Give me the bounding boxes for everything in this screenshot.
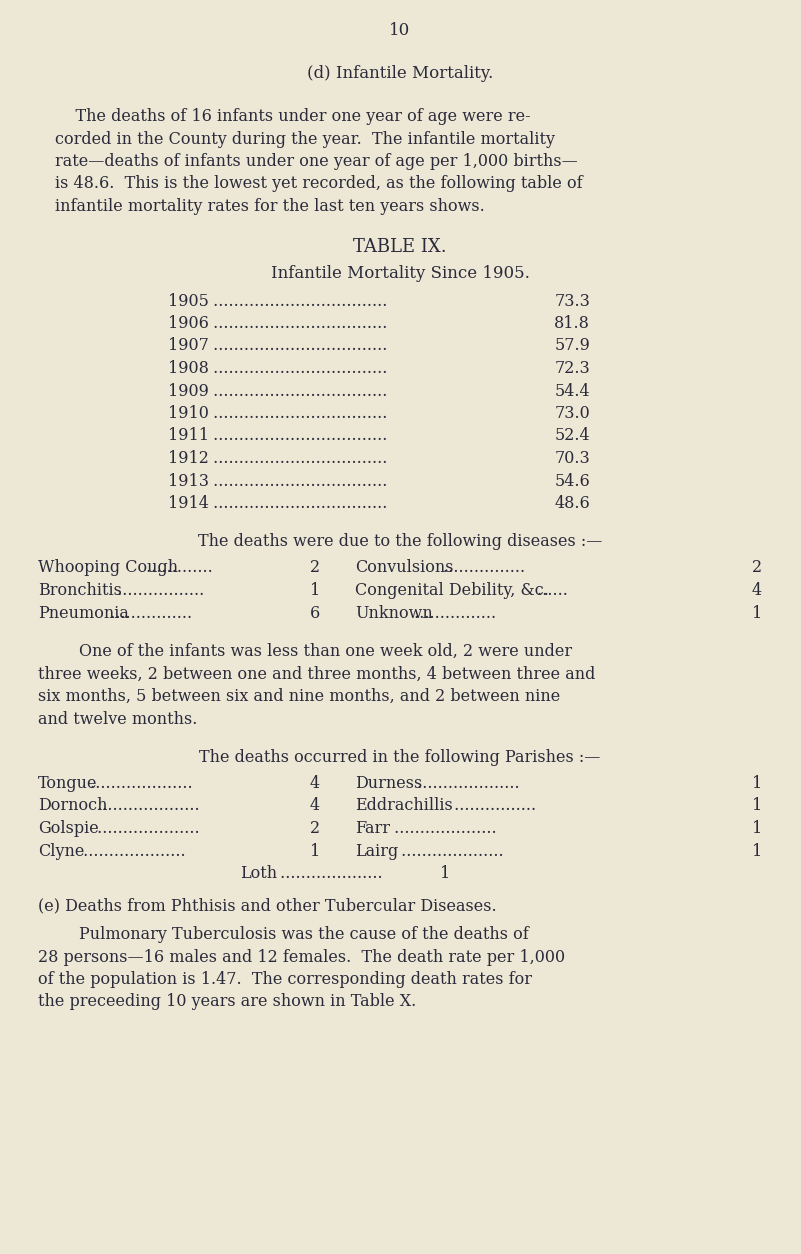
Text: Bronchitis: Bronchitis	[38, 582, 122, 599]
Text: Loth: Loth	[240, 865, 277, 882]
Text: and twelve months.: and twelve months.	[38, 711, 197, 727]
Text: 1913: 1913	[168, 473, 209, 489]
Text: TABLE IX.: TABLE IX.	[353, 238, 447, 257]
Text: of the population is 1.47.  The corresponding death rates for: of the population is 1.47. The correspon…	[38, 971, 532, 988]
Text: ..................................: ..................................	[208, 337, 392, 355]
Text: ..................................: ..................................	[208, 360, 392, 377]
Text: infantile mortality rates for the last ten years shows.: infantile mortality rates for the last t…	[55, 198, 485, 214]
Text: 1: 1	[440, 865, 450, 882]
Text: 1911: 1911	[168, 428, 209, 444]
Text: 1910: 1910	[168, 405, 209, 423]
Text: 1: 1	[752, 604, 762, 622]
Text: ....................: ....................	[85, 775, 192, 793]
Text: 54.6: 54.6	[554, 473, 590, 489]
Text: 1: 1	[310, 843, 320, 859]
Text: 54.4: 54.4	[554, 382, 590, 400]
Text: ................: ................	[105, 604, 192, 622]
Text: The deaths of 16 infants under one year of age were re-: The deaths of 16 infants under one year …	[55, 108, 530, 125]
Text: 28 persons—16 males and 12 females.  The death rate per 1,000: 28 persons—16 males and 12 females. The …	[38, 948, 566, 966]
Text: Farr: Farr	[355, 820, 390, 836]
Text: 10: 10	[389, 23, 411, 39]
Text: 72.3: 72.3	[554, 360, 590, 377]
Text: Convulsions: Convulsions	[355, 559, 453, 577]
Text: 1: 1	[310, 582, 320, 599]
Text: Pneumonia: Pneumonia	[38, 604, 129, 622]
Text: The deaths were due to the following diseases :—: The deaths were due to the following dis…	[198, 533, 602, 551]
Text: Eddrachillis: Eddrachillis	[355, 798, 453, 815]
Text: 1: 1	[752, 843, 762, 859]
Text: ..................................: ..................................	[208, 428, 392, 444]
Text: corded in the County during the year.  The infantile mortality: corded in the County during the year. Th…	[55, 130, 555, 148]
Text: Durness: Durness	[355, 775, 422, 793]
Text: Congenital Debility, &c.: Congenital Debility, &c.	[355, 582, 549, 599]
Text: Infantile Mortality Since 1905.: Infantile Mortality Since 1905.	[271, 265, 529, 281]
Text: 1906: 1906	[168, 315, 209, 332]
Text: 48.6: 48.6	[554, 495, 590, 512]
Text: 1908: 1908	[168, 360, 209, 377]
Text: ................: ................	[449, 798, 536, 815]
Text: 81.8: 81.8	[554, 315, 590, 332]
Text: 1905: 1905	[168, 292, 209, 310]
Text: 1909: 1909	[168, 382, 209, 400]
Text: .................: .................	[112, 582, 204, 599]
Text: One of the infants was less than one week old, 2 were under: One of the infants was less than one wee…	[38, 643, 572, 660]
Text: Tongue: Tongue	[38, 775, 98, 793]
Text: Dornoch: Dornoch	[38, 798, 107, 815]
Text: ..................................: ..................................	[208, 405, 392, 423]
Text: 2: 2	[752, 559, 762, 577]
Text: Clyne: Clyne	[38, 843, 84, 859]
Text: ..................................: ..................................	[208, 473, 392, 489]
Text: .............: .............	[141, 559, 212, 577]
Text: ....................: ....................	[396, 843, 504, 859]
Text: 1: 1	[752, 820, 762, 836]
Text: 52.4: 52.4	[554, 428, 590, 444]
Text: 1912: 1912	[168, 450, 209, 466]
Text: ....................: ....................	[92, 798, 200, 815]
Text: ....................: ....................	[92, 820, 200, 836]
Text: ..................................: ..................................	[208, 495, 392, 512]
Text: 4: 4	[752, 582, 762, 599]
Text: 73.0: 73.0	[554, 405, 590, 423]
Text: ..................................: ..................................	[208, 315, 392, 332]
Text: ................: ................	[438, 559, 525, 577]
Text: Unknown: Unknown	[355, 604, 433, 622]
Text: ................: ................	[409, 604, 497, 622]
Text: ....................: ....................	[389, 820, 497, 836]
Text: is 48.6.  This is the lowest yet recorded, as the following table of: is 48.6. This is the lowest yet recorded…	[55, 176, 582, 193]
Text: The deaths occurred in the following Parishes :—: The deaths occurred in the following Par…	[199, 749, 601, 766]
Text: 1: 1	[752, 775, 762, 793]
Text: ....................: ....................	[78, 843, 185, 859]
Text: 4: 4	[310, 798, 320, 815]
Text: Pulmonary Tuberculosis was the cause of the deaths of: Pulmonary Tuberculosis was the cause of …	[38, 925, 529, 943]
Text: Lairg: Lairg	[355, 843, 398, 859]
Text: six months, 5 between six and nine months, and 2 between nine: six months, 5 between six and nine month…	[38, 688, 560, 705]
Text: 70.3: 70.3	[554, 450, 590, 466]
Text: 2: 2	[310, 559, 320, 577]
Text: Golspie: Golspie	[38, 820, 99, 836]
Text: 2: 2	[310, 820, 320, 836]
Text: the preceeding 10 years are shown in Table X.: the preceeding 10 years are shown in Tab…	[38, 993, 417, 1011]
Text: Whooping Cough: Whooping Cough	[38, 559, 178, 577]
Text: (e) Deaths from Phthisis and other Tubercular Diseases.: (e) Deaths from Phthisis and other Tuber…	[38, 898, 497, 914]
Text: three weeks, 2 between one and three months, 4 between three and: three weeks, 2 between one and three mon…	[38, 666, 595, 682]
Text: ..................................: ..................................	[208, 450, 392, 466]
Text: 1: 1	[752, 798, 762, 815]
Text: ......: ......	[532, 582, 568, 599]
Text: 1914: 1914	[168, 495, 209, 512]
Text: 73.3: 73.3	[554, 292, 590, 310]
Text: ..................................: ..................................	[208, 292, 392, 310]
Text: 57.9: 57.9	[554, 337, 590, 355]
Text: (d) Infantile Mortality.: (d) Infantile Mortality.	[307, 65, 493, 82]
Text: 4: 4	[310, 775, 320, 793]
Text: 1907: 1907	[168, 337, 209, 355]
Text: ....................: ....................	[412, 775, 519, 793]
Text: rate—deaths of infants under one year of age per 1,000 births—: rate—deaths of infants under one year of…	[55, 153, 578, 171]
Text: ..................................: ..................................	[208, 382, 392, 400]
Text: 6: 6	[310, 604, 320, 622]
Text: ....................: ....................	[275, 865, 383, 882]
